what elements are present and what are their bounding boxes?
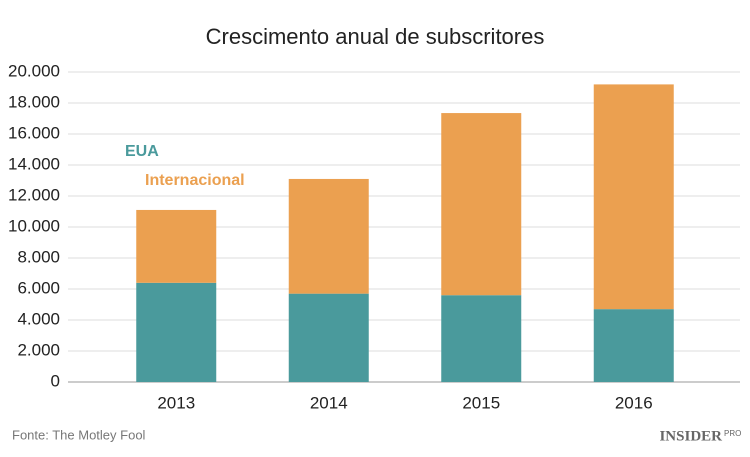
bar-segment [288, 178, 369, 294]
y-tick-label: 10.000 [8, 216, 60, 235]
bar-segment [593, 84, 674, 310]
bar-segment [441, 295, 522, 382]
bar-segment [593, 309, 674, 382]
logo: INSIDER [659, 428, 722, 444]
y-tick-label: 12.000 [8, 185, 60, 204]
y-tick-label: 16.000 [8, 123, 60, 142]
legend-label: Internacional [145, 172, 245, 189]
y-tick-label: 2.000 [17, 340, 60, 359]
x-tick-label: 2013 [157, 393, 195, 412]
legend-label: EUA [125, 143, 159, 160]
y-tick-label: 4.000 [17, 309, 60, 328]
y-tick-label: 6.000 [17, 278, 60, 297]
y-tick-label: 18.000 [8, 92, 60, 111]
bar-segment [136, 209, 217, 283]
x-tick-label: 2015 [462, 393, 500, 412]
y-tick-label: 8.000 [17, 247, 60, 266]
source: Fonte: The Motley Fool [12, 427, 146, 442]
bar-segment [136, 282, 217, 382]
chart-title: Crescimento anual de subscritores [206, 24, 545, 49]
x-tick-label: 2014 [310, 393, 348, 412]
logo-suffix: PRO [724, 429, 741, 438]
x-tick-label: 2016 [615, 393, 653, 412]
y-tick-label: 20.000 [8, 61, 60, 80]
y-tick-label: 0 [51, 371, 60, 390]
bar-segment [441, 113, 522, 296]
bar-segment [288, 293, 369, 382]
y-tick-label: 14.000 [8, 154, 60, 173]
